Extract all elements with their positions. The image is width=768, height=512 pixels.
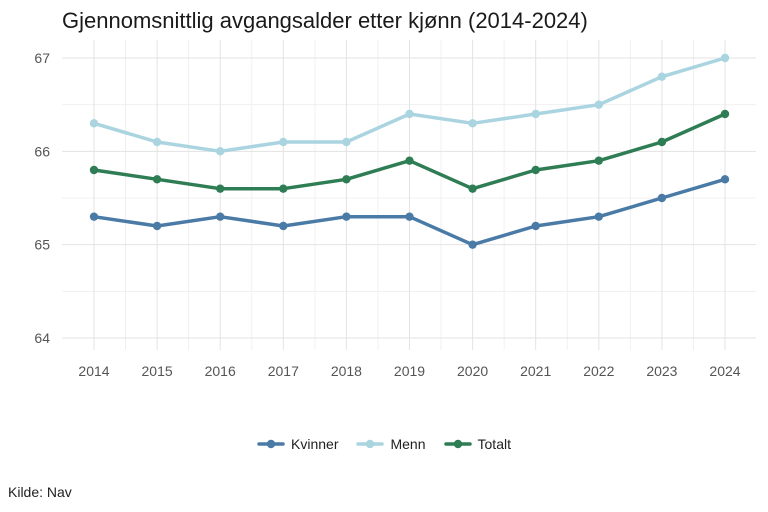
x-tick-label: 2014 [78, 363, 109, 379]
x-tick-label: 2022 [583, 363, 614, 379]
x-tick-label: 2024 [709, 363, 740, 379]
data-point-menn [216, 147, 225, 156]
x-tick-label: 2020 [457, 363, 488, 379]
y-axis-ticks: 64 65 66 67 [34, 50, 50, 346]
data-point-kvinner [279, 221, 288, 231]
data-point-kvinner [531, 221, 540, 231]
legend-item-totalt: Totalt [443, 436, 511, 452]
data-point-menn [657, 72, 667, 81]
data-point-menn [152, 137, 162, 147]
data-point-menn [279, 137, 288, 147]
series-points [89, 53, 730, 249]
x-tick-label: 2015 [142, 363, 173, 379]
y-tick-label: 66 [34, 143, 50, 159]
data-point-totalt [720, 109, 730, 119]
data-point-totalt [531, 165, 540, 175]
legend-label: Menn [390, 436, 426, 452]
x-tick-label: 2021 [520, 363, 551, 379]
data-point-totalt [279, 184, 288, 193]
x-tick-label: 2016 [205, 363, 236, 379]
x-tick-label: 2017 [268, 363, 299, 379]
data-point-kvinner [720, 175, 730, 184]
x-tick-label: 2018 [331, 363, 362, 379]
legend-key-totalt [443, 439, 472, 449]
data-point-kvinner [152, 221, 162, 231]
data-point-totalt [342, 175, 351, 184]
y-tick-label: 65 [34, 237, 50, 253]
data-point-totalt [657, 137, 667, 147]
x-tick-label: 2019 [394, 363, 425, 379]
x-tick-label: 2023 [646, 363, 677, 379]
legend-key-kvinner [257, 439, 285, 449]
data-point-kvinner [342, 212, 351, 221]
legend-key-menn [356, 439, 385, 449]
data-point-menn [342, 137, 351, 147]
data-point-menn [468, 119, 477, 128]
data-point-menn [405, 109, 414, 119]
data-point-menn [720, 53, 730, 63]
y-tick-label: 67 [34, 50, 50, 66]
data-point-kvinner [216, 212, 225, 221]
legend-item-kvinner: Kvinner [257, 436, 338, 452]
data-point-kvinner [405, 212, 414, 221]
data-point-totalt [152, 175, 162, 184]
major-gridlines [62, 40, 756, 350]
legend-label: Kvinner [291, 436, 339, 452]
data-point-kvinner [468, 240, 477, 249]
data-point-kvinner [657, 193, 667, 203]
data-point-totalt [405, 156, 414, 165]
y-tick-label: 64 [34, 330, 50, 346]
data-point-kvinner [89, 212, 99, 221]
data-point-totalt [594, 156, 603, 165]
legend: Kvinner Menn Totalt [0, 436, 768, 452]
data-point-kvinner [594, 212, 603, 221]
legend-label: Totalt [477, 436, 511, 452]
data-point-menn [531, 109, 540, 119]
data-point-totalt [89, 165, 99, 175]
data-point-menn [89, 119, 99, 128]
data-point-totalt [468, 184, 477, 193]
chart-title: Gjennomsnittlig avgangsalder etter kjønn… [62, 8, 588, 33]
x-axis-ticks: 2014 2015 2016 2017 2018 2019 2020 2021 2022 2023… [78, 363, 740, 379]
data-point-menn [594, 100, 603, 109]
data-point-totalt [216, 184, 225, 193]
legend-item-menn: Menn [356, 436, 426, 452]
source-note: Kilde: Nav [8, 484, 72, 500]
